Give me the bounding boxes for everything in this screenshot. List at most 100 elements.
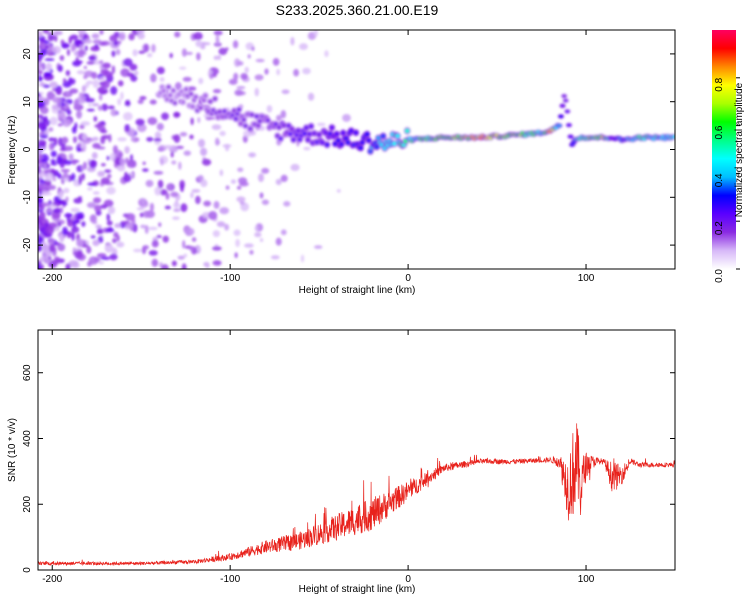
spectrogram-cell (336, 138, 341, 143)
spectrogram-cell (180, 100, 186, 105)
spectrogram-cell (156, 66, 165, 75)
spectrogram-cell (324, 50, 329, 58)
spectrogram-cell (348, 128, 354, 133)
spectrogram-cell (80, 121, 91, 126)
spectrogram-cell (48, 256, 52, 260)
spectrogram-cell (360, 140, 365, 145)
spectrogram-cell (307, 92, 315, 101)
spectrogram-cell (173, 208, 181, 212)
spectrogram-cell (47, 237, 55, 245)
spectrogram-cell (212, 96, 218, 101)
spectrogram-cell (225, 185, 230, 190)
spectrogram-cell (280, 229, 287, 236)
spectrogram-cell (165, 192, 170, 200)
spectrogram-cell (43, 71, 52, 78)
spectrogram-cell (62, 78, 67, 84)
colorbar-tick-label: 0.0 (714, 269, 725, 283)
spectrogram-cell (216, 221, 226, 228)
spectrogram-cell (57, 64, 63, 73)
spectrogram-cell (102, 62, 111, 69)
colorbar: 0.0 0.2 0.4 0.6 0.8 Normalized spectral ampl… (712, 30, 745, 283)
spectrogram-cell (316, 122, 326, 127)
spectrogram-cell (181, 263, 187, 269)
spectrogram-cell (150, 73, 157, 83)
spectrogram-cell (224, 143, 230, 152)
spectrogram-cell (281, 89, 290, 95)
spectrogram-cell (184, 87, 189, 92)
spectrogram-ylabel: Frequency (Hz) (7, 116, 18, 185)
spectrogram-cell (49, 81, 58, 88)
spectrogram-cell (83, 66, 87, 70)
spectrogram-cell (50, 162, 58, 166)
spectrogram-cell (97, 170, 106, 177)
spectrogram-cell (214, 137, 220, 146)
spectrogram-cell (133, 248, 143, 253)
spectrogram-cell (86, 187, 93, 191)
spectrogram-cell (146, 53, 153, 58)
spectrogram-cell (107, 105, 115, 110)
spectrogram-cell (38, 165, 42, 174)
spectrogram-cell (142, 210, 151, 218)
spectrogram-cell (179, 131, 188, 137)
spectrogram-cell (159, 77, 165, 82)
spectrogram-cell (304, 125, 309, 130)
spectrogram-cell (280, 110, 287, 119)
spectrogram-cell (237, 167, 244, 173)
spectrogram-cell (213, 201, 220, 209)
spectrogram-cell (291, 137, 296, 142)
spectrogram-cell (38, 114, 44, 119)
spectrogram-cell (38, 246, 43, 252)
spectrogram-cell (86, 80, 94, 85)
spectrogram-cell (240, 201, 245, 205)
spectrogram-cell (138, 50, 146, 54)
spectrogram-cell (98, 261, 105, 265)
spectrogram-cell (38, 203, 43, 208)
spectrogram-cell (65, 70, 71, 76)
spectrogram-cell (38, 154, 44, 160)
spectrogram-cell (181, 48, 187, 57)
snr-x-tick-label: 0 (405, 574, 411, 585)
spectrogram-cell (240, 73, 248, 80)
spectrogram-cell (73, 99, 80, 109)
spectrogram-cell (91, 152, 98, 159)
spectrogram-cell (112, 145, 118, 154)
spectrogram-cell (41, 202, 51, 207)
spectrogram-cell (568, 135, 573, 139)
spectrogram-cell (79, 124, 85, 130)
spectrogram-cell (195, 195, 201, 205)
colorbar-tick-label: 0.2 (714, 221, 725, 235)
spectrogram-cell (142, 161, 146, 165)
spectrogram-cell (38, 70, 43, 75)
spectrogram-cell (302, 67, 311, 75)
spectrogram-cell (316, 132, 322, 137)
spectrogram-cell (558, 115, 564, 118)
spectrogram-cell (125, 222, 134, 229)
spectrogram-cell (261, 167, 270, 174)
spectrogram-cell (299, 43, 308, 51)
spectrogram-cell (153, 138, 162, 142)
snr-y-tick-label: 200 (22, 495, 33, 512)
spectrogram-cell (123, 58, 133, 67)
spectrogram-cell (308, 124, 314, 129)
spectrogram-cell (77, 30, 87, 35)
spectrogram-cell (116, 241, 125, 248)
spectrogram-cell (81, 173, 85, 179)
spectrogram-cell (125, 213, 136, 221)
spectrogram-cell (171, 88, 176, 93)
spectrogram-cell (69, 88, 79, 94)
spectrogram-cell (111, 65, 116, 74)
snr-series-line (38, 423, 675, 567)
spectrogram-cell (293, 68, 300, 77)
spectrogram-cell (78, 176, 82, 186)
snr-x-tick-label: -100 (220, 574, 240, 585)
spectrogram-cell (254, 114, 259, 119)
spectrogram-cell (123, 174, 132, 183)
spectrogram-cell (313, 30, 319, 37)
spectrogram-cell (82, 133, 87, 141)
spectrogram-cell (43, 163, 47, 169)
spectrogram-cell (323, 130, 328, 135)
spectrogram-cell (57, 222, 62, 227)
spectrogram-cell (264, 68, 269, 75)
